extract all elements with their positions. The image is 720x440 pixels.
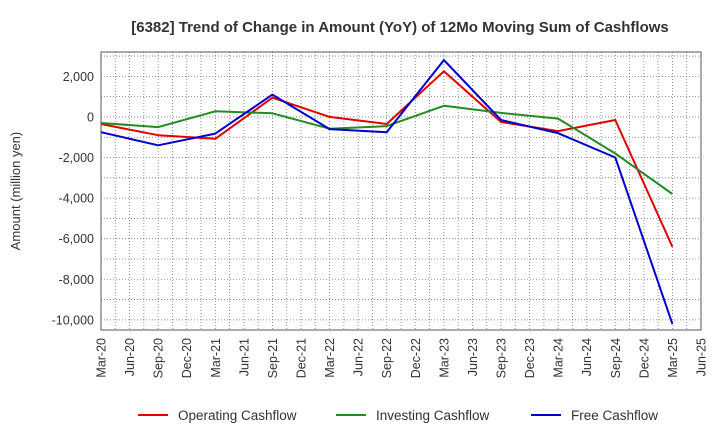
plot-frame <box>100 51 702 331</box>
y-tick-label: -8,000 <box>59 273 94 287</box>
x-tick-label: Mar-25 <box>666 338 680 378</box>
x-tick-label: Mar-20 <box>95 338 109 378</box>
x-tick-label: Sep-23 <box>495 338 509 378</box>
x-tick-label: Jun-25 <box>695 338 709 376</box>
x-tick-label: Sep-22 <box>380 338 394 378</box>
legend-label: Investing Cashflow <box>376 408 490 423</box>
legend-label: Operating Cashflow <box>178 408 297 423</box>
x-tick-label: Mar-22 <box>323 338 337 378</box>
y-tick-label: -2,000 <box>59 151 94 165</box>
x-tick-label: Sep-20 <box>152 338 166 378</box>
x-tick-label: Jun-22 <box>352 338 366 376</box>
x-tick-label: Mar-21 <box>209 338 223 378</box>
y-tick-label: -10,000 <box>52 313 94 327</box>
legend: Operating Cashflow Investing Cashflow Free… <box>138 408 658 423</box>
x-tick-label: Jun-23 <box>466 338 480 376</box>
x-tick-label: Mar-23 <box>437 338 451 378</box>
series-layer <box>100 59 674 325</box>
x-tick-label: Dec-23 <box>523 338 537 378</box>
y-tick-label: -4,000 <box>59 192 94 206</box>
y-axis-title: Amount (million yen) <box>8 132 23 251</box>
x-tick-label: Jun-24 <box>580 338 594 376</box>
x-tick-label: Dec-22 <box>409 338 423 378</box>
x-tick-label: Dec-24 <box>637 338 651 378</box>
grid <box>101 52 701 330</box>
x-tick-label: Dec-21 <box>295 338 309 378</box>
x-tick-label: Sep-21 <box>266 338 280 378</box>
x-tick-label: Jun-20 <box>123 338 137 376</box>
x-tick-label: Jun-21 <box>237 338 251 376</box>
series-line-free-cashflow <box>100 59 674 325</box>
x-tick-labels: Mar-20 Jun-20 Sep-20 Dec-20 Mar-21 Jun-21 Sep-… <box>95 338 709 378</box>
y-tick-label: -6,000 <box>59 232 94 246</box>
chart-title: [6382] Trend of Change in Amount (YoY) o… <box>131 19 669 36</box>
x-tick-label: Dec-20 <box>180 338 194 378</box>
legend-label: Free Cashflow <box>571 408 658 423</box>
x-tick-label: Sep-24 <box>609 338 623 378</box>
y-tick-label: 2,000 <box>63 70 94 84</box>
series-line-investing-cashflow <box>100 104 673 195</box>
y-tick-labels: 2,000 0 -2,000 -4,000 -6,000 -8,000 -10,000 <box>52 70 94 328</box>
x-tick-label: Mar-24 <box>552 338 566 378</box>
y-tick-label: 0 <box>87 110 94 124</box>
